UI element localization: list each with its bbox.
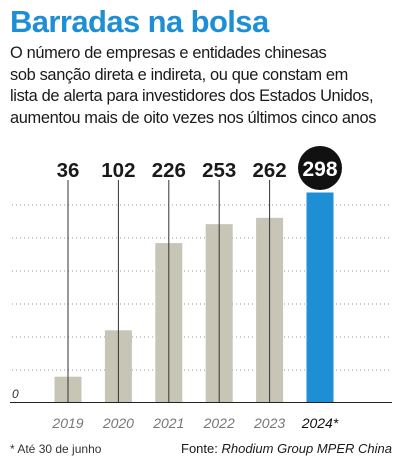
- category-label: 2023: [253, 415, 285, 431]
- value-label: 262: [252, 159, 286, 182]
- category-label: 2022: [203, 415, 235, 431]
- footnote: * Até 30 de junho: [10, 442, 102, 456]
- subtitle-line-1: O número de empresas e entidades chinesa…: [10, 44, 327, 62]
- chart-title: Barradas na bolsa: [10, 4, 269, 39]
- chart-subtitle: O número de empresas e entidades chinesa…: [10, 43, 396, 129]
- source: Fonte: Rhodium Group MPER China: [181, 441, 392, 456]
- bar-2024*: [306, 192, 334, 402]
- value-label: 253: [202, 159, 236, 182]
- value-label: 226: [152, 159, 186, 182]
- category-label: 2024*: [301, 415, 339, 431]
- highlight-circle: [298, 146, 342, 190]
- category-label: 2021: [152, 415, 184, 431]
- y-zero-label: 0: [12, 387, 19, 401]
- source-name: Rhodium Group MPER China: [221, 441, 392, 456]
- subtitle-line-4: aumentou mais de oito vezes nos últimos …: [10, 108, 377, 127]
- subtitle-line-3: lista de alerta para investidores dos Es…: [10, 87, 374, 105]
- subtitle-line-2: sob sanção direta e indireta, ou que con…: [10, 65, 348, 84]
- value-label: 102: [101, 159, 135, 182]
- source-prefix: Fonte:: [181, 441, 222, 456]
- value-label: 36: [57, 159, 80, 182]
- category-label: 2019: [51, 415, 83, 431]
- category-label: 2020: [102, 415, 134, 431]
- value-label: 298: [302, 158, 337, 181]
